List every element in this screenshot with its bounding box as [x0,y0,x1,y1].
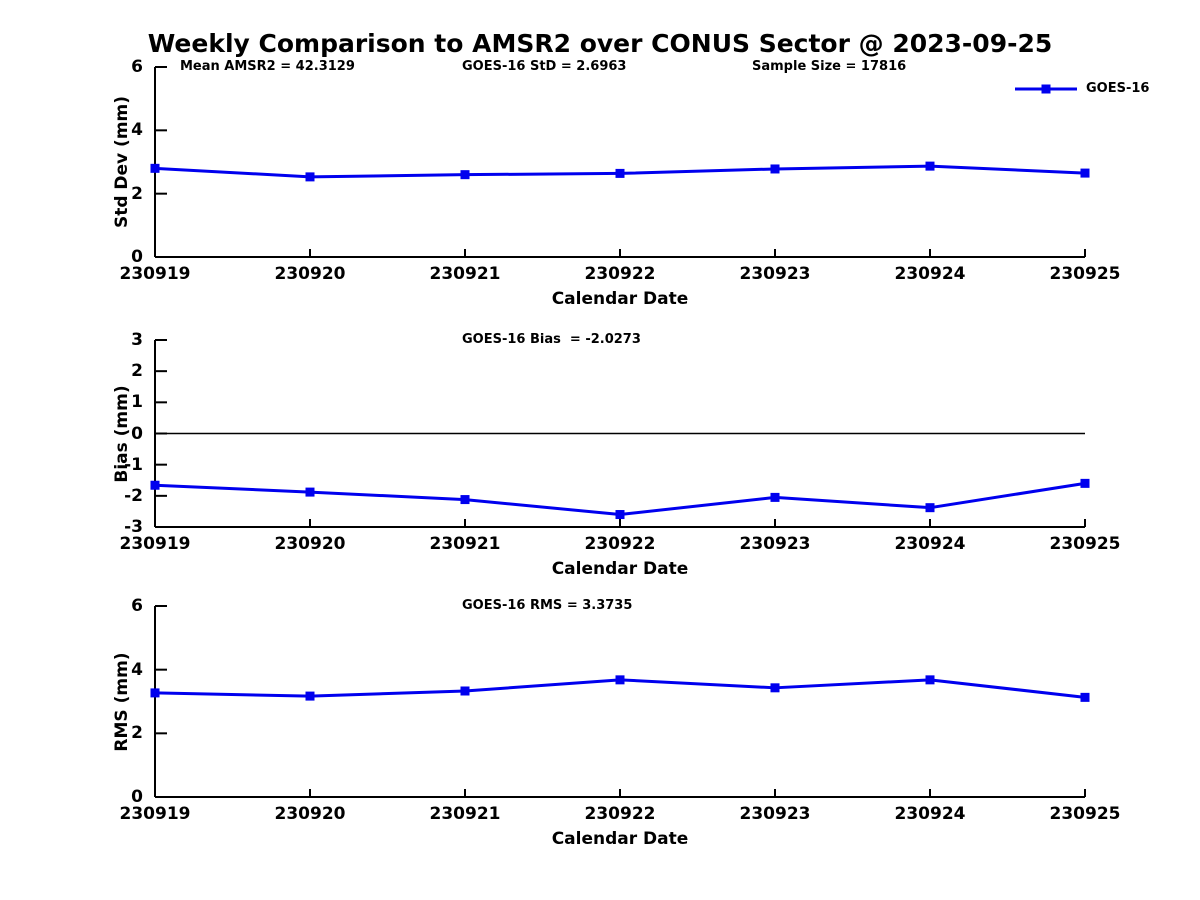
stat-annotation: GOES-16 StD = 2.6963 [462,59,627,74]
x-axis-title: Calendar Date [551,829,689,849]
y-tick-label: 4 [131,120,143,141]
x-tick-label: 230921 [429,264,501,284]
data-point-marker [150,163,160,173]
data-point-marker [305,691,315,701]
y-tick-label: 2 [131,183,143,204]
y-tick-label: 3 [131,330,143,350]
y-tick-label: 6 [131,57,143,77]
x-tick-label: 230923 [739,264,811,284]
x-tick-label: 230924 [894,534,966,554]
data-point-marker [770,492,780,502]
data-point-marker [770,683,780,693]
data-point-marker [925,161,935,171]
y-tick-label: 2 [131,361,143,382]
data-point-marker [460,495,470,505]
y-tick-label: -1 [124,454,143,475]
data-point-marker [460,170,470,180]
data-point-marker [1080,478,1090,488]
x-axis-title: Calendar Date [551,559,689,579]
data-point-marker [1080,692,1090,702]
x-tick-label: 230922 [584,534,656,554]
stat-annotation: GOES-16 RMS = 3.3735 [462,598,633,613]
x-tick-label: 230921 [429,534,501,554]
data-point-marker [615,168,625,178]
x-tick-label: 230920 [274,534,346,554]
x-tick-label: 230925 [1049,804,1121,824]
data-point-marker [1080,168,1090,178]
y-tick-label: 4 [131,659,143,680]
y-tick-label: 2 [131,723,143,744]
x-tick-label: 230920 [274,804,346,824]
data-point-marker [770,164,780,174]
x-tick-label: 230919 [119,804,191,824]
data-point-marker [615,675,625,685]
x-tick-label: 230924 [894,804,966,824]
stat-annotation: Mean AMSR2 = 42.3129 [180,59,355,74]
x-tick-label: 230921 [429,804,501,824]
data-point-marker [460,686,470,696]
data-point-marker [150,688,160,698]
x-tick-label: 230925 [1049,264,1121,284]
x-axis-title: Calendar Date [551,289,689,309]
data-point-marker [615,510,625,520]
y-axis-title: Std Dev (mm) [112,95,132,229]
y-tick-label: 0 [131,423,143,444]
stat-annotation: Sample Size = 17816 [752,59,907,74]
x-tick-label: 230923 [739,534,811,554]
y-tick-label: 1 [131,392,143,413]
x-tick-label: 230924 [894,264,966,284]
y-tick-label: -2 [124,485,143,506]
x-tick-label: 230923 [739,804,811,824]
data-point-marker [305,172,315,182]
y-axis-title: RMS (mm) [112,651,132,752]
y-axis-title: Bias (mm) [112,384,132,483]
y-tick-label: 0 [131,247,143,267]
x-tick-label: 230920 [274,264,346,284]
x-tick-label: 230922 [584,804,656,824]
x-tick-label: 230919 [119,534,191,554]
data-point-marker [925,503,935,513]
x-tick-label: 230922 [584,264,656,284]
x-tick-label: 230919 [119,264,191,284]
data-line [154,481,1086,517]
legend-label: GOES-16 [1086,81,1150,96]
y-tick-label: -3 [124,517,143,537]
data-point-marker [925,675,935,685]
data-point-marker [305,487,315,497]
y-tick-label: 0 [131,787,143,807]
x-tick-label: 230925 [1049,534,1121,554]
stat-annotation: GOES-16 Bias = -2.0273 [462,332,641,347]
page-title: Weekly Comparison to AMSR2 over CONUS Se… [147,29,1053,58]
data-point-marker [150,480,160,490]
legend-marker [1041,84,1051,94]
y-tick-label: 6 [131,596,143,616]
